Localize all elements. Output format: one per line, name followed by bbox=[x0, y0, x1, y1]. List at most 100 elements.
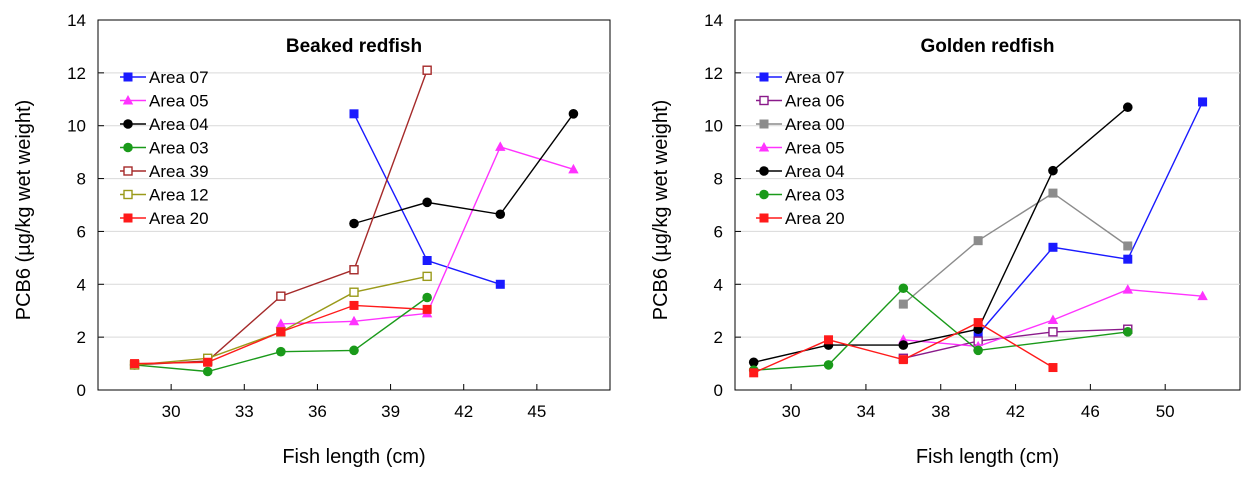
data-point bbox=[568, 163, 579, 174]
data-point bbox=[495, 209, 506, 220]
data-point bbox=[349, 265, 359, 275]
data-point bbox=[349, 109, 359, 119]
data-point bbox=[824, 335, 834, 345]
data-point bbox=[348, 315, 360, 326]
data-point bbox=[1122, 102, 1133, 113]
data-point bbox=[749, 368, 759, 378]
y-tick-label: 12 bbox=[67, 64, 86, 83]
data-point bbox=[130, 359, 140, 369]
series-line bbox=[977, 101, 1204, 335]
data-point bbox=[973, 236, 983, 246]
data-point bbox=[1047, 314, 1059, 324]
data-point bbox=[495, 141, 506, 151]
y-tick-label: 10 bbox=[67, 117, 86, 136]
data-point bbox=[422, 65, 432, 75]
data-point bbox=[349, 218, 359, 229]
legend: Area 07 Area 05 Area 04 Area 03 Area 39 Area … bbox=[120, 68, 209, 228]
data-point bbox=[422, 256, 432, 265]
legend-label: Area 00 bbox=[785, 115, 845, 134]
legend-label: Area 05 bbox=[149, 92, 209, 111]
legend-item: Area 20 bbox=[756, 209, 845, 228]
data-point bbox=[495, 279, 505, 289]
legend-item: Area 06 bbox=[756, 92, 845, 111]
data-point bbox=[422, 197, 432, 208]
legend-item: Area 07 bbox=[120, 68, 209, 87]
legend-marker bbox=[123, 142, 133, 153]
legend-marker bbox=[123, 213, 133, 223]
legend-item: Area 05 bbox=[120, 92, 209, 111]
data-point bbox=[276, 346, 286, 357]
data-point bbox=[898, 340, 909, 350]
plot-area bbox=[97, 19, 611, 391]
data-point bbox=[1048, 165, 1058, 176]
data-point bbox=[1122, 327, 1133, 337]
data-point bbox=[1048, 242, 1058, 252]
y-tick-label: 0 bbox=[77, 381, 86, 400]
y-tick-label: 8 bbox=[714, 170, 723, 189]
series-area-20 bbox=[749, 318, 1058, 378]
x-tick-label: 33 bbox=[235, 402, 254, 421]
y-tick-label: 4 bbox=[77, 275, 86, 294]
x-tick-label: 50 bbox=[1156, 402, 1175, 421]
data-point bbox=[1197, 290, 1208, 301]
legend-marker bbox=[758, 142, 770, 152]
y-tick-label: 2 bbox=[714, 328, 723, 347]
data-point bbox=[898, 283, 909, 294]
y-tick-label: 14 bbox=[67, 11, 86, 30]
data-point bbox=[568, 109, 579, 119]
data-point bbox=[1122, 284, 1133, 294]
data-point bbox=[422, 304, 432, 314]
x-tick-label: 46 bbox=[1081, 402, 1100, 421]
y-tick-label: 0 bbox=[714, 381, 723, 400]
legend-marker bbox=[759, 189, 769, 200]
legend-marker bbox=[759, 213, 769, 223]
legend-item: Area 20 bbox=[120, 209, 209, 228]
legend-label: Area 20 bbox=[149, 209, 209, 228]
data-point bbox=[276, 291, 286, 301]
y-tick-label: 12 bbox=[704, 64, 723, 83]
data-point bbox=[422, 292, 432, 303]
legend-item: Area 03 bbox=[120, 139, 209, 158]
legend-label: Area 04 bbox=[149, 115, 209, 134]
series-area-00 bbox=[898, 188, 1133, 309]
x-tick-label: 34 bbox=[856, 402, 875, 421]
data-point bbox=[202, 366, 213, 377]
legend-item: Area 04 bbox=[120, 115, 209, 134]
x-tick-label: 39 bbox=[381, 402, 400, 421]
data-point bbox=[1123, 254, 1133, 264]
y-tick-label: 6 bbox=[714, 222, 723, 241]
legend-label: Area 06 bbox=[785, 92, 845, 111]
legend-marker bbox=[123, 166, 133, 176]
legend-label: Area 07 bbox=[785, 68, 845, 87]
x-tick-label: 42 bbox=[1006, 402, 1025, 421]
legend-marker bbox=[123, 119, 133, 129]
x-tick-label: 38 bbox=[931, 402, 950, 421]
legend-label: Area 12 bbox=[149, 186, 209, 205]
legend-label: Area 04 bbox=[785, 162, 845, 181]
legend-item: Area 04 bbox=[756, 162, 845, 181]
legend-item: Area 12 bbox=[120, 186, 209, 205]
legend-marker bbox=[759, 95, 769, 106]
chart-title: Beaked redfish bbox=[286, 36, 422, 57]
data-point bbox=[973, 330, 983, 339]
legend-label: Area 39 bbox=[149, 162, 209, 181]
series-line bbox=[353, 113, 574, 225]
data-point bbox=[973, 345, 983, 356]
data-point bbox=[1048, 188, 1058, 198]
legend-label: Area 07 bbox=[149, 68, 209, 87]
legend-marker bbox=[123, 189, 133, 200]
x-tick-label: 45 bbox=[527, 402, 546, 421]
chart-title: Golden redfish bbox=[920, 36, 1054, 57]
data-point bbox=[748, 357, 759, 368]
legend: Area 07 Area 06 Area 00 Area 05 Area 04 Area … bbox=[756, 68, 845, 228]
data-point bbox=[275, 318, 287, 328]
x-axis-label: Fish length (cm) bbox=[916, 446, 1059, 468]
data-point bbox=[898, 355, 908, 365]
y-tick-label: 2 bbox=[77, 328, 86, 347]
y-tick-label: 4 bbox=[714, 275, 723, 294]
data-point bbox=[276, 327, 286, 337]
data-point bbox=[349, 300, 359, 310]
